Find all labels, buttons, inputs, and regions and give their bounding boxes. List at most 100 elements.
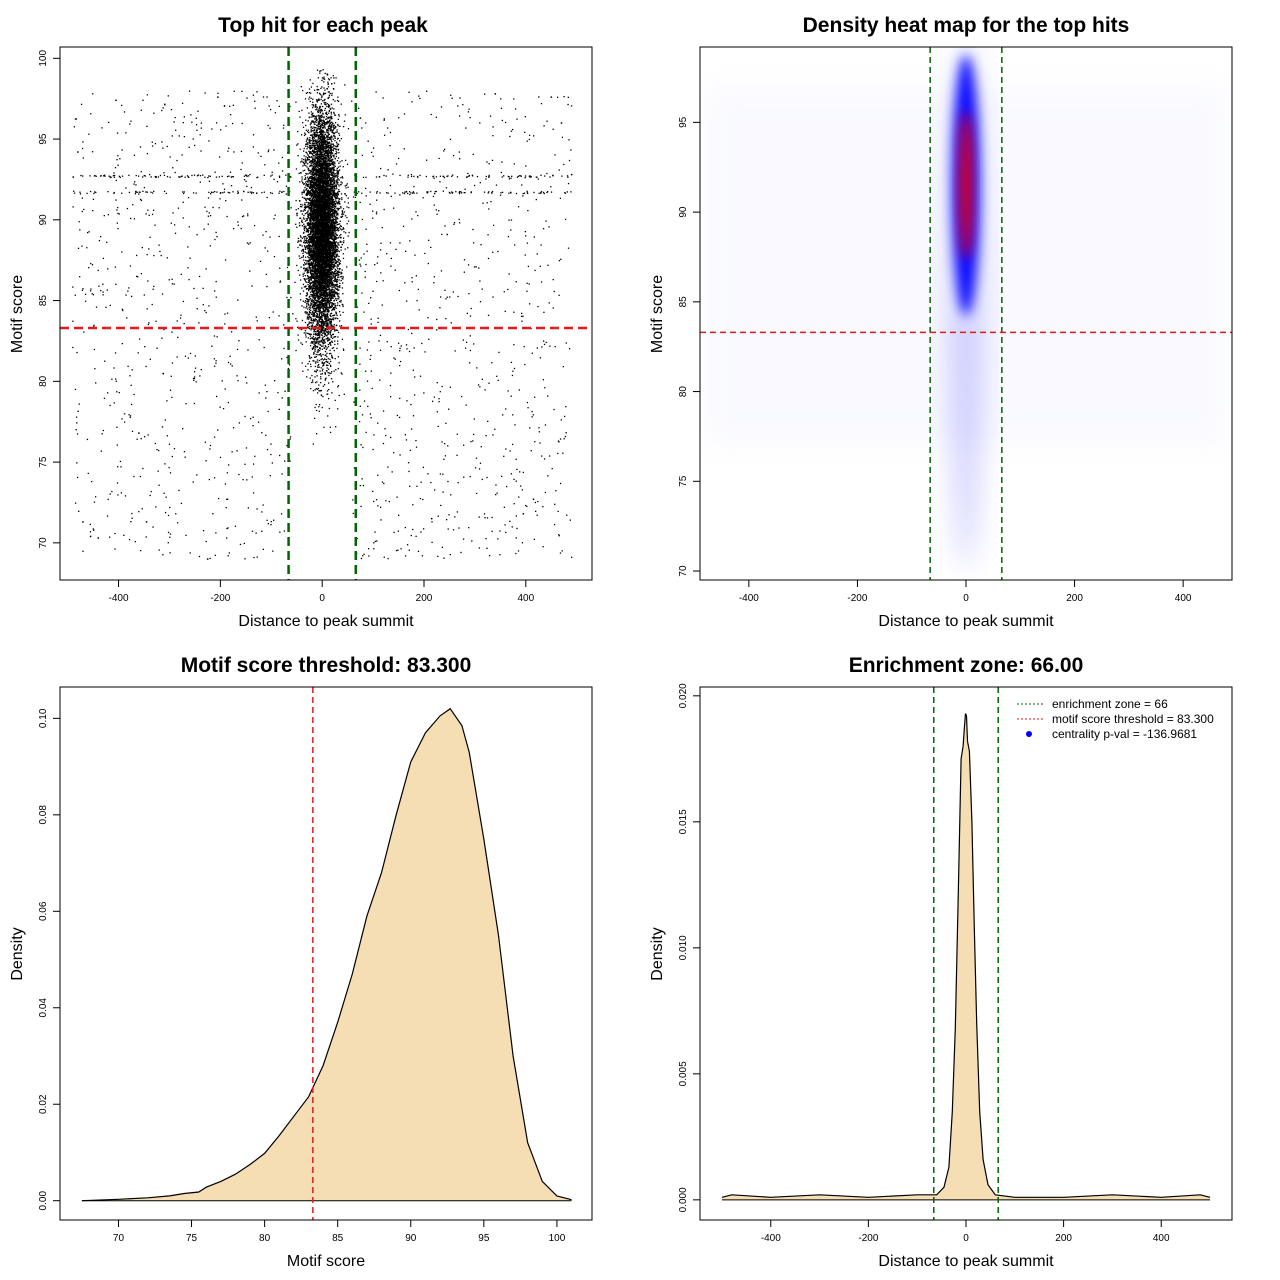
scatter-marks <box>60 47 592 580</box>
scatter-point <box>314 362 317 364</box>
scatter-point <box>446 175 448 178</box>
scatter-point <box>445 422 447 424</box>
scatter-point <box>321 174 323 177</box>
scatter-point <box>317 316 319 318</box>
scatter-point <box>443 458 445 460</box>
scatter-point <box>441 441 443 443</box>
scatter-point <box>263 174 265 176</box>
scatter-point <box>107 214 110 216</box>
scatter-point <box>116 482 119 484</box>
scatter-point <box>546 191 548 194</box>
scatter-point <box>405 344 408 346</box>
scatter-point <box>236 450 238 452</box>
scatter-point <box>317 330 320 333</box>
scatter-point <box>330 292 332 294</box>
scatter-point <box>147 323 150 326</box>
scatter-point <box>342 276 345 278</box>
scatter-point <box>568 139 570 141</box>
scatter-point <box>339 260 342 262</box>
scatter-point <box>322 119 324 122</box>
scatter-point <box>367 405 369 408</box>
scatter-point <box>317 111 319 113</box>
scatter-point <box>142 176 144 178</box>
scatter-point <box>428 239 430 241</box>
scatter-point <box>323 322 325 324</box>
scatter-point <box>321 181 323 184</box>
scatter-point <box>193 174 196 176</box>
scatter-point <box>229 355 231 357</box>
scatter-point <box>295 199 297 202</box>
scatter-point <box>224 388 226 390</box>
scatter-point <box>464 191 466 194</box>
scatter-point <box>93 348 96 351</box>
scatter-point <box>310 177 312 180</box>
scatter-point <box>332 259 334 261</box>
scatter-point <box>352 512 354 515</box>
scatter-point <box>163 190 166 193</box>
scatter-point <box>338 255 340 258</box>
scatter-point <box>317 307 319 309</box>
scatter-point <box>304 207 307 210</box>
scatter-point <box>365 195 367 197</box>
scatter-point <box>317 110 319 112</box>
scatter-point <box>82 141 84 143</box>
scatter-point <box>189 552 191 554</box>
scatter-point <box>139 198 142 201</box>
scatter-point <box>523 192 526 194</box>
scatter-point <box>501 191 504 194</box>
scatter-point <box>334 183 336 185</box>
scatter-point <box>244 463 246 465</box>
scatter-point <box>462 103 464 106</box>
scatter-point <box>368 302 370 305</box>
scatter-point <box>304 269 306 271</box>
scatter-point <box>303 223 305 225</box>
scatter-point <box>501 161 503 163</box>
scatter-point <box>567 176 569 178</box>
scatter-point <box>553 290 555 293</box>
scatter-point <box>332 381 334 383</box>
scatter-point <box>446 296 448 298</box>
scatter-point <box>315 356 318 358</box>
scatter-point <box>227 464 230 466</box>
scatter-point <box>567 182 570 185</box>
scatter-point <box>359 405 361 407</box>
scatter-point <box>318 311 320 313</box>
scatter-point <box>338 198 340 201</box>
scatter-point <box>443 150 445 152</box>
scatter-point <box>316 351 318 353</box>
scatter-point <box>331 303 333 305</box>
scatter-point <box>285 185 288 187</box>
scatter-point <box>252 424 254 427</box>
scatter-point <box>167 531 170 534</box>
scatter-point <box>151 192 154 194</box>
scatter-point <box>329 136 331 139</box>
scatter-point <box>510 361 513 364</box>
scatter-point <box>304 239 306 242</box>
scatter-point <box>81 197 84 199</box>
scatter-point <box>333 314 335 317</box>
scatter-point <box>182 191 184 193</box>
scatter-point <box>186 175 189 177</box>
scatter-point <box>76 476 79 479</box>
scatter-point <box>404 282 406 284</box>
scatter-point <box>208 305 210 307</box>
scatter-point <box>301 319 304 322</box>
scatter-point <box>265 434 267 437</box>
scatter-point <box>563 438 565 440</box>
scatter-point <box>478 468 481 470</box>
scatter-point <box>403 113 406 115</box>
scatter-point <box>552 128 554 130</box>
scatter-point <box>559 438 562 440</box>
scatter-point <box>169 536 171 538</box>
scatter-point <box>135 275 138 278</box>
scatter-point <box>309 248 312 251</box>
scatter-point <box>385 434 387 437</box>
scatter-point <box>146 125 148 128</box>
scatter-point <box>513 98 515 100</box>
scatter-point <box>278 192 280 194</box>
scatter-point <box>308 227 310 229</box>
scatter-point <box>375 199 378 201</box>
scatter-point <box>101 127 103 129</box>
scatter-point <box>368 555 370 557</box>
scatter-point <box>367 140 369 142</box>
